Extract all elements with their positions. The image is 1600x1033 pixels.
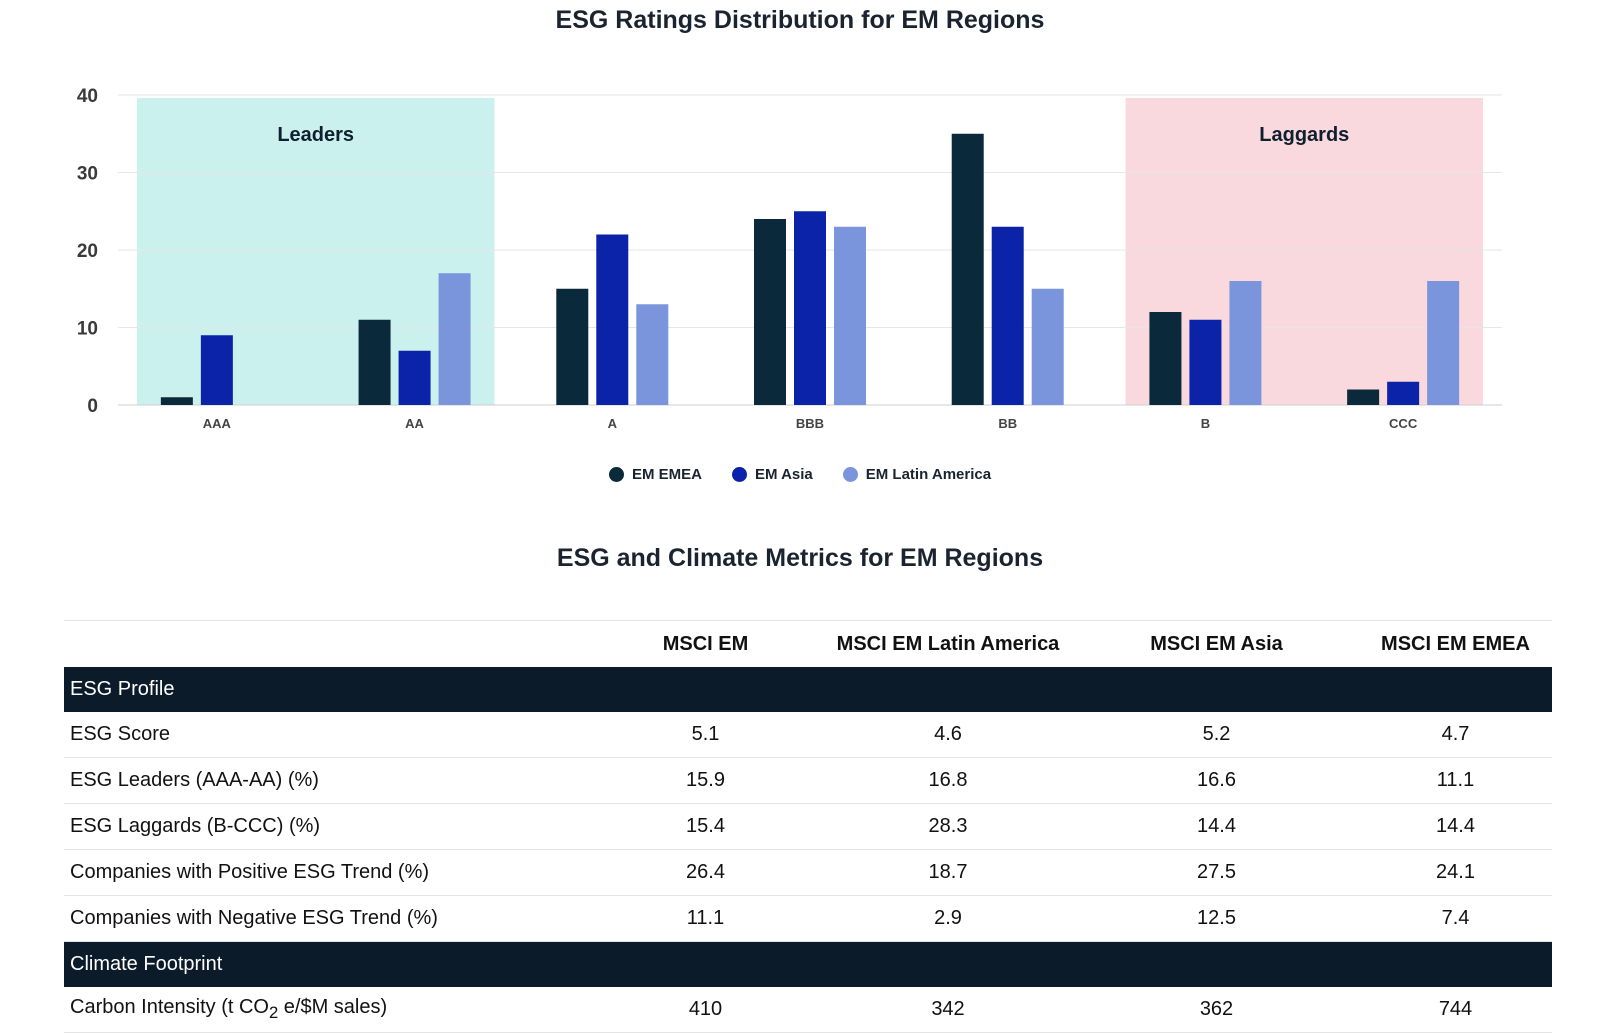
cell-value: 12.5 [1074, 895, 1359, 942]
legend-item[interactable]: EM Latin America [842, 466, 992, 483]
bar-em-latin-america-aa [438, 273, 471, 405]
cell-value: 26.4 [589, 849, 822, 896]
chart-legend: EM EMEA EM Asia EM Latin America [0, 466, 1600, 483]
bar-em-emea-bb [951, 133, 984, 405]
cell-value: 11.1 [589, 895, 822, 942]
row-label: Companies with Negative ESG Trend (%) [64, 895, 589, 942]
table-title: ESG and Climate Metrics for EM Regions [556, 544, 1044, 572]
y-tick-label: 40 [77, 86, 98, 107]
section-title: ESG Profile [64, 667, 1552, 712]
chart-title: ESG Ratings Distribution for EM Regions [555, 6, 1045, 34]
region-label: Laggards [1259, 124, 1349, 146]
table-row: ESG Laggards (B-CCC) (%) 15.4 28.3 14.4 14.4 [64, 803, 1552, 850]
region-band-laggards [1125, 98, 1483, 405]
table-header-row: MSCI EM MSCI EM Latin America MSCI EM As… [64, 620, 1552, 667]
table-row: ESG Score 5.1 4.6 5.2 4.7 [64, 712, 1552, 758]
bar-em-emea-aaa [160, 397, 193, 405]
region-band-leaders [137, 98, 495, 405]
x-tick-label: A [608, 416, 618, 431]
legend-label: EM Asia [754, 466, 813, 483]
cell-value: 5.2 [1074, 712, 1359, 758]
legend-dot-icon [731, 467, 747, 482]
column-header: MSCI EM Latin America [822, 620, 1074, 667]
cell-value: 16.6 [1074, 757, 1359, 804]
header-blank [64, 620, 589, 667]
cell-value: 744 [1359, 987, 1552, 1033]
y-tick-label: 30 [77, 164, 98, 185]
cell-value: 15.4 [589, 803, 822, 850]
cell-value: 15.9 [589, 757, 822, 804]
cell-value: 4.7 [1359, 712, 1552, 758]
bar-em-asia-bb [991, 226, 1024, 405]
bar-em-asia-ccc [1387, 381, 1420, 405]
bar-em-emea-a [556, 288, 589, 405]
cell-value: 28.3 [822, 803, 1074, 850]
bar-em-latin-america-bb [1031, 288, 1064, 405]
cell-value: 18.7 [822, 849, 1074, 896]
cell-value: 4.6 [822, 712, 1074, 758]
cell-value: 2.9 [822, 895, 1074, 942]
table-row: Companies with Positive ESG Trend (%) 26.… [64, 849, 1552, 896]
legend-dot-icon [608, 467, 624, 482]
column-header: MSCI EM [589, 620, 822, 667]
table-row: Companies with Negative ESG Trend (%) 11.… [64, 895, 1552, 942]
cell-value: 342 [822, 987, 1074, 1033]
x-tick-label: BB [998, 416, 1017, 431]
bar-em-latin-america-ccc [1427, 281, 1460, 405]
row-label: ESG Score [64, 712, 589, 758]
x-tick-label: BBB [796, 416, 824, 431]
cell-value: 27.5 [1074, 849, 1359, 896]
section-header-row: ESG Profile [64, 667, 1552, 712]
cell-value: 362 [1074, 987, 1359, 1033]
x-tick-label: AA [405, 416, 424, 431]
bar-em-asia-aa [398, 350, 431, 405]
region-label: Leaders [277, 124, 354, 146]
legend-label: EM EMEA [631, 466, 702, 483]
cell-value: 11.1 [1359, 757, 1552, 804]
row-label: Companies with Positive ESG Trend (%) [64, 849, 589, 896]
column-header: MSCI EM EMEA [1359, 620, 1552, 667]
bar-em-latin-america-b [1229, 281, 1262, 405]
legend-dot-icon [842, 467, 858, 482]
cell-value: 14.4 [1074, 803, 1359, 850]
y-tick-label: 10 [77, 319, 98, 340]
x-tick-label: CCC [1389, 416, 1418, 431]
bar-em-emea-b [1149, 312, 1182, 405]
cell-value: 14.4 [1359, 803, 1552, 850]
bar-em-latin-america-a [636, 304, 669, 405]
bar-em-emea-aa [358, 319, 391, 405]
bar-em-asia-a [596, 234, 629, 405]
table-row: ESG Leaders (AAA-AA) (%) 15.9 16.8 16.6 11.1 [64, 757, 1552, 804]
y-tick-label: 20 [77, 241, 98, 262]
y-tick-label: 0 [87, 396, 98, 417]
subscript: 2 [268, 1003, 279, 1022]
metrics-table: MSCI EM MSCI EM Latin America MSCI EM As… [64, 620, 1552, 1033]
row-label: ESG Leaders (AAA-AA) (%) [64, 757, 589, 804]
section-title: Climate Footprint [64, 941, 1552, 987]
cell-value: 24.1 [1359, 849, 1552, 896]
bar-em-latin-america-bbb [834, 226, 866, 405]
column-header: MSCI EM Asia [1074, 620, 1359, 667]
legend-label: EM Latin America [865, 466, 992, 483]
row-label: ESG Laggards (B-CCC) (%) [64, 803, 589, 850]
cell-value: 7.4 [1359, 895, 1552, 942]
bar-em-asia-aaa [200, 335, 233, 405]
x-tick-label: AAA [203, 416, 232, 431]
section-header-row: Climate Footprint [64, 941, 1552, 987]
x-tick-label: B [1201, 416, 1210, 431]
cell-value: 16.8 [822, 757, 1074, 804]
row-label: Carbon Intensity (t CO2 e/$M sales) [64, 987, 589, 1033]
table-row: Carbon Intensity (t CO2 e/$M sales) 410 34… [64, 987, 1552, 1033]
bar-em-emea-ccc [1347, 389, 1380, 405]
bar-em-asia-bbb [794, 211, 826, 405]
legend-item[interactable]: EM EMEA [608, 466, 702, 483]
cell-value: 410 [589, 987, 822, 1033]
bar-em-emea-bbb [754, 219, 786, 405]
cell-value: 5.1 [589, 712, 822, 758]
bar-em-asia-b [1189, 319, 1222, 405]
legend-item[interactable]: EM Asia [731, 466, 813, 483]
